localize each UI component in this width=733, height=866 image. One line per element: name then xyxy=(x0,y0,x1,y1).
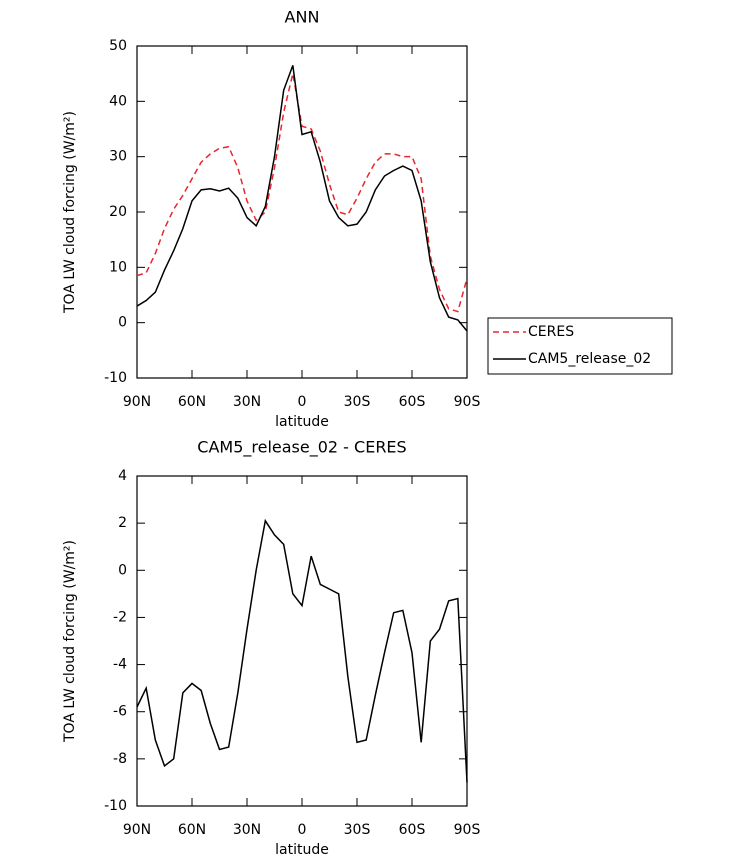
x-tick-label: 0 xyxy=(298,394,307,410)
x-tick-label: 30S xyxy=(344,822,371,838)
y-tick-label: 30 xyxy=(109,149,127,165)
plot-frame xyxy=(136,475,468,807)
x-tick-label: 90S xyxy=(454,822,481,838)
plot-frame xyxy=(136,45,468,379)
data-line xyxy=(136,73,468,313)
x-tick-label: 60S xyxy=(399,822,426,838)
x-tick-label: 60N xyxy=(178,822,206,838)
chart-title: ANN xyxy=(285,8,320,27)
y-tick-label: -10 xyxy=(104,370,127,386)
x-tick-label: 60S xyxy=(399,394,426,410)
y-tick-label: -10 xyxy=(104,798,127,814)
y-tick-label: -4 xyxy=(113,657,127,673)
y-tick-label: -8 xyxy=(113,751,127,767)
y-tick-label: 2 xyxy=(118,515,127,531)
y-tick-label: 4 xyxy=(118,468,127,484)
y-axis-label: TOA LW cloud forcing (W/m²) xyxy=(62,540,78,743)
x-tick-label: 30N xyxy=(233,394,261,410)
x-tick-label: 90N xyxy=(123,822,151,838)
x-tick-label: 30N xyxy=(233,822,261,838)
chart-title: CAM5_release_02 - CERES xyxy=(197,438,406,458)
y-tick-label: 40 xyxy=(109,93,127,109)
y-tick-label: 0 xyxy=(118,315,127,331)
legend-box xyxy=(487,317,673,375)
y-tick-label: 0 xyxy=(118,562,127,578)
x-tick-label: 90N xyxy=(123,394,151,410)
legend-label: CAM5_release_02 xyxy=(528,351,651,367)
x-axis-label: latitude xyxy=(275,414,329,430)
data-line xyxy=(136,65,468,332)
y-tick-label: 10 xyxy=(109,259,127,275)
legend-label: CERES xyxy=(528,324,574,340)
x-tick-label: 60N xyxy=(178,394,206,410)
y-tick-label: 50 xyxy=(109,38,127,54)
data-line xyxy=(136,518,468,783)
y-tick-label: 20 xyxy=(109,204,127,220)
y-tick-label: -6 xyxy=(113,704,127,720)
x-axis-label: latitude xyxy=(275,842,329,858)
y-tick-label: -2 xyxy=(113,609,127,625)
x-tick-label: 0 xyxy=(298,822,307,838)
x-tick-label: 30S xyxy=(344,394,371,410)
x-tick-label: 90S xyxy=(454,394,481,410)
y-axis-label: TOA LW cloud forcing (W/m²) xyxy=(62,111,78,314)
